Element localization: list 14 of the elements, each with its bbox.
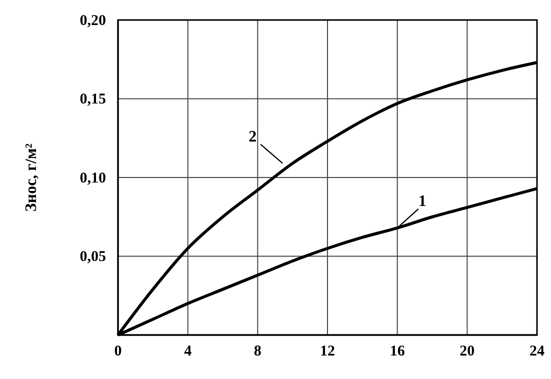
y-tick-label: 0,05 — [80, 249, 106, 266]
series-label: 1 — [418, 192, 426, 210]
text: 2 — [248, 128, 257, 146]
y-tick-label: 0,10 — [80, 170, 106, 186]
x-tick-label: 16 — [390, 344, 406, 360]
x-tick-label: 24 — [530, 344, 545, 360]
x-tick-label: 8 — [254, 344, 262, 360]
y-tick-label: 0,15 — [80, 92, 106, 108]
x-tick-label: 12 — [320, 344, 335, 360]
x-tick-label: 0 — [114, 344, 122, 360]
y-axis-title: Знос, г/м² — [23, 143, 40, 212]
x-tick-label: 4 — [184, 344, 192, 360]
x-tick-label: 20 — [460, 344, 475, 360]
y-tick-label: 0,20 — [80, 12, 106, 29]
